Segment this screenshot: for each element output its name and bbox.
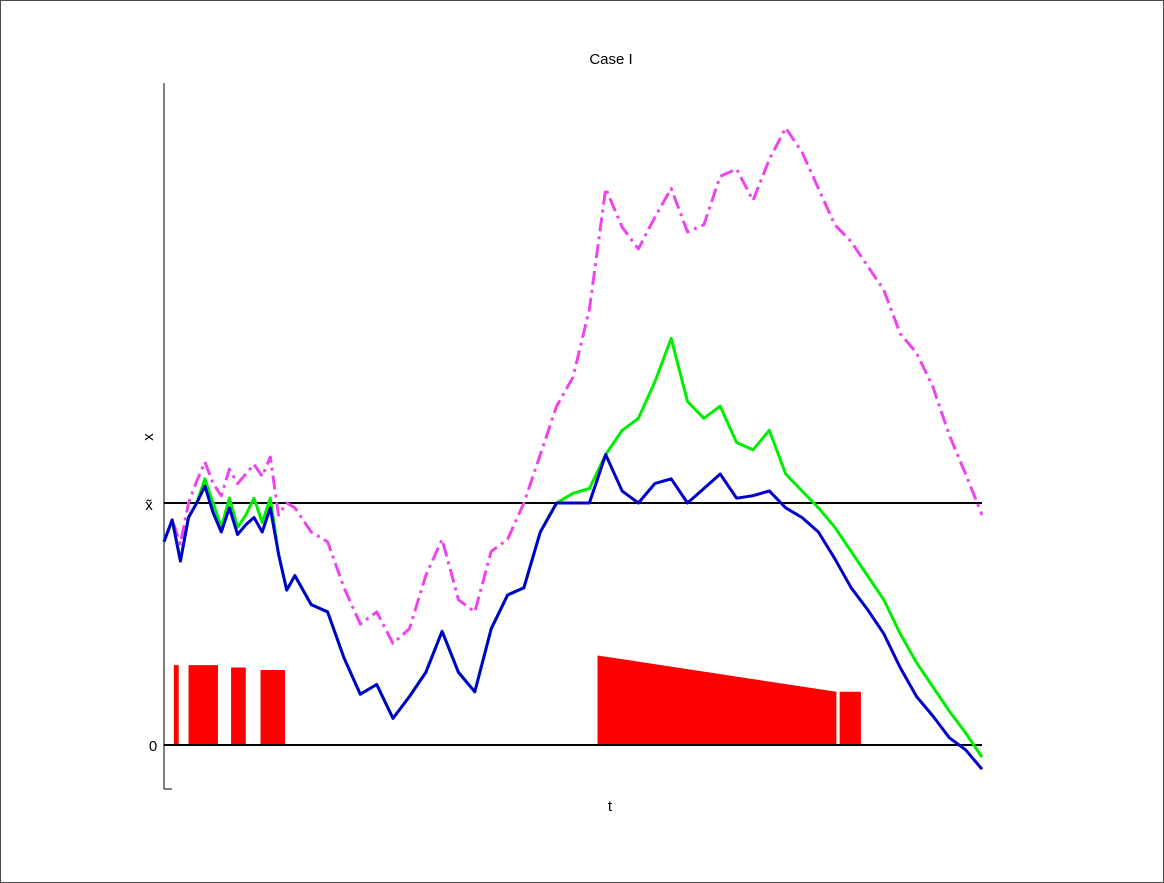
red-bars-layer — [173, 655, 861, 745]
red-bar-4 — [597, 655, 837, 745]
x-axis-label: t — [608, 798, 613, 815]
red-bar-5 — [839, 691, 861, 745]
series-line-lower — [162, 453, 984, 771]
red-bar-0 — [173, 665, 179, 745]
ytick-label-xtilde: x̃ — [145, 497, 153, 514]
red-bar-2 — [231, 667, 246, 745]
red-bar-3 — [260, 669, 286, 745]
y-axis-label: x — [140, 433, 157, 441]
red-bar-1 — [188, 665, 218, 745]
ytick-label-zero: 0 — [149, 738, 157, 755]
series-line-upper — [162, 126, 984, 645]
series-layer — [162, 126, 984, 771]
chart-title: Case I — [589, 51, 632, 68]
